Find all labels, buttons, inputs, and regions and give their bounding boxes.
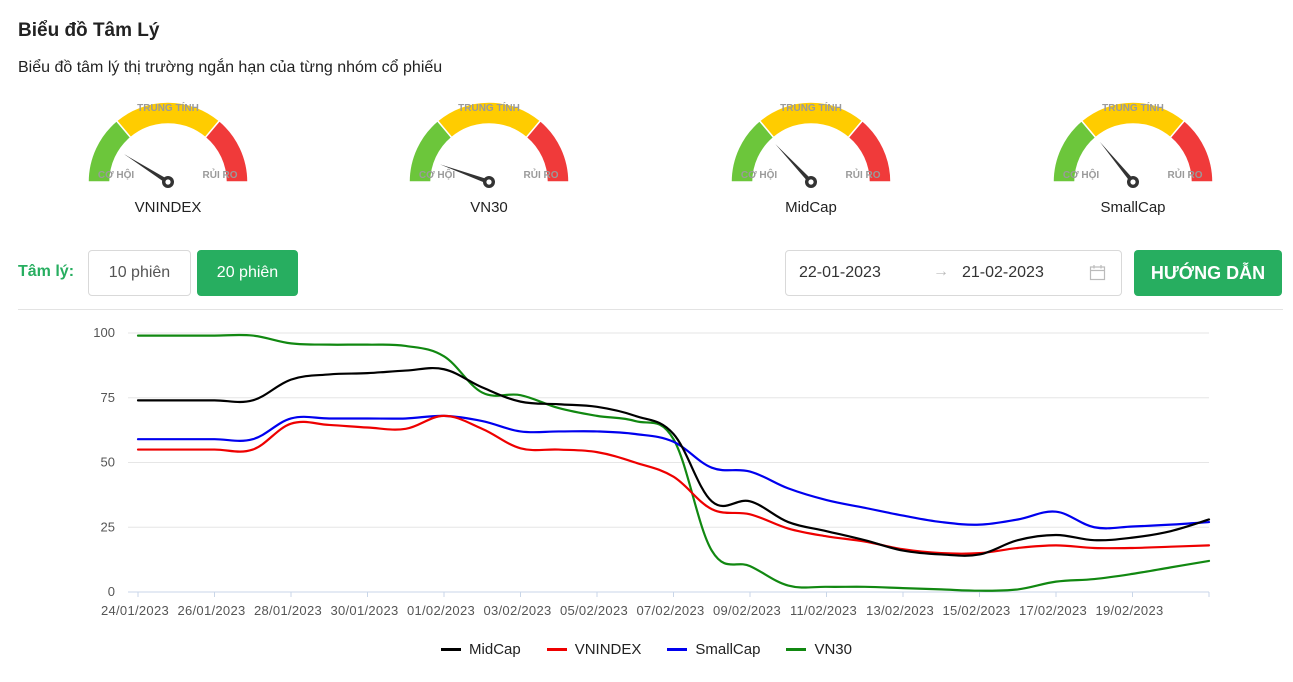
x-tick-label: 11/02/2023 xyxy=(790,603,857,618)
legend-item-midcap[interactable]: MidCap xyxy=(441,638,521,660)
y-tick-label: 0 xyxy=(108,584,115,599)
legend-item-vn30[interactable]: VN30 xyxy=(786,638,852,660)
y-tick-label: 75 xyxy=(101,390,115,405)
gauge-name: MidCap xyxy=(785,199,837,216)
gauge-label-opportunity: CƠ HỘI xyxy=(98,168,135,181)
legend-label: VNINDEX xyxy=(574,640,642,658)
gauge-zone-risk xyxy=(847,119,892,183)
gauge-needle xyxy=(124,154,170,184)
period-20-button[interactable]: 20 phiên xyxy=(197,250,298,296)
calendar-icon[interactable] xyxy=(1089,264,1106,286)
x-tick-label: 03/02/2023 xyxy=(483,603,551,618)
gauge-name: SmallCap xyxy=(1100,199,1166,216)
x-tick-label: 05/02/2023 xyxy=(560,603,628,618)
page-title: Biểu đồ Tâm Lý xyxy=(18,20,160,41)
chart-legend: MidCap VNINDEX SmallCap VN30 xyxy=(0,638,1293,660)
gauge-label-neutral: TRUNG TÍNH xyxy=(137,101,199,114)
gauge-label-risk: RỦI RO xyxy=(1168,168,1203,181)
gauge-zone-risk xyxy=(204,119,249,183)
x-tick-label: 09/02/2023 xyxy=(713,603,781,618)
x-tick-label: 17/02/2023 xyxy=(1019,603,1087,618)
gauge-label-risk: RỦI RO xyxy=(846,168,881,181)
gauge-label-risk: RỦI RO xyxy=(524,168,559,181)
y-tick-label: 25 xyxy=(101,519,115,534)
date-start-input[interactable]: 22-01-2023 xyxy=(799,264,881,281)
gauge-label-opportunity: CƠ HỘI xyxy=(741,168,778,181)
x-tick-label: 19/02/2023 xyxy=(1095,603,1163,618)
legend-item-smallcap[interactable]: SmallCap xyxy=(667,638,760,660)
y-tick-label: 50 xyxy=(101,455,115,470)
arrow-right-icon: → xyxy=(933,263,949,280)
date-end-input[interactable]: 21-02-2023 xyxy=(962,264,1044,281)
x-tick-label: 01/02/2023 xyxy=(407,603,475,618)
series-line-vnindex xyxy=(136,414,1211,555)
x-tick-label: 24/01/2023 xyxy=(101,603,169,618)
legend-item-vnindex[interactable]: VNINDEX xyxy=(546,638,642,660)
date-range-picker[interactable]: 22-01-2023 → 21-02-2023 xyxy=(785,250,1122,296)
gauge-vnindex: TRUNG TÍNH CƠ HỘI RỦI RO VNINDEX xyxy=(68,92,268,222)
legend-swatch xyxy=(546,647,567,651)
legend-label: MidCap xyxy=(469,640,521,658)
legend-swatch xyxy=(786,647,807,651)
series-line-midcap xyxy=(136,366,1211,557)
guide-button[interactable]: HƯỚNG DẪN xyxy=(1134,250,1282,296)
legend-label: SmallCap xyxy=(695,640,761,658)
gauge-label-opportunity: CƠ HỘI xyxy=(419,168,456,181)
gauge-name: VNINDEX xyxy=(134,199,202,216)
gauge-needle xyxy=(1099,141,1135,184)
gauge-needle xyxy=(440,164,490,185)
gauge-zone-risk xyxy=(1169,119,1214,183)
x-tick-label: 26/01/2023 xyxy=(177,603,245,618)
gauge-smallcap: TRUNG TÍNH CƠ HỘI RỦI RO SmallCap xyxy=(1033,92,1233,222)
x-tick-label: 13/02/2023 xyxy=(866,603,934,618)
gauge-zone-risk xyxy=(525,119,570,183)
page-subtitle: Biểu đồ tâm lý thị trường ngắn hạn của t… xyxy=(18,59,443,76)
series-line-smallcap xyxy=(136,414,1211,530)
gauge-needle xyxy=(775,144,813,184)
gauge-label-opportunity: CƠ HỘI xyxy=(1063,168,1100,181)
x-tick-label: 15/02/2023 xyxy=(942,603,1010,618)
divider xyxy=(18,309,1283,310)
x-tick-label: 28/01/2023 xyxy=(254,603,322,618)
gauge-label-neutral: TRUNG TÍNH xyxy=(458,101,520,114)
x-tick-label: 30/01/2023 xyxy=(330,603,398,618)
gauge-label-risk: RỦI RO xyxy=(203,168,238,181)
sentiment-label: Tâm lý: xyxy=(18,263,75,280)
gauge-label-neutral: TRUNG TÍNH xyxy=(780,101,842,114)
x-tick-label: 07/02/2023 xyxy=(636,603,704,618)
gauge-label-neutral: TRUNG TÍNH xyxy=(1102,101,1164,114)
legend-label: VN30 xyxy=(814,640,852,658)
gauge-vn30: TRUNG TÍNH CƠ HỘI RỦI RO VN30 xyxy=(389,92,589,222)
legend-swatch xyxy=(441,647,462,651)
sentiment-line-chart: 0 25 50 75 100 24/01/2023 26/01/2023 28/01/2023… xyxy=(93,325,1211,618)
y-tick-label: 100 xyxy=(93,325,115,340)
gauge-midcap: TRUNG TÍNH CƠ HỘI RỦI RO MidCap xyxy=(711,92,911,222)
legend-swatch xyxy=(667,647,688,651)
period-10-button[interactable]: 10 phiên xyxy=(88,250,191,296)
gauge-name: VN30 xyxy=(470,199,508,216)
